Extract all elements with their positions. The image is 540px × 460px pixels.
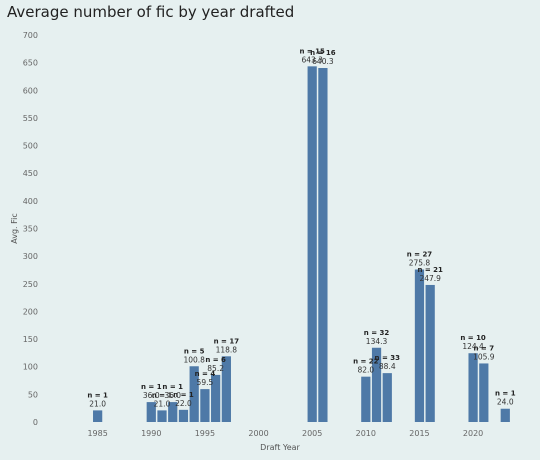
x-tick-label: 2005: [302, 429, 322, 438]
x-tick-label: 2020: [463, 429, 483, 438]
bar-value-label: 118.8: [216, 345, 238, 354]
bar[interactable]: [468, 353, 478, 422]
bar[interactable]: [371, 347, 382, 422]
bar-value-label: 36.0: [164, 391, 181, 400]
bar-value-label: 36.0: [143, 391, 160, 400]
y-tick-label: 700: [23, 31, 38, 40]
x-tick-label: 2000: [248, 429, 268, 438]
bar-count-label: n = 33: [375, 354, 401, 362]
bar-count-label: n = 17: [214, 337, 240, 345]
y-tick-label: 100: [23, 363, 38, 372]
bar-value-label: 640.3: [312, 57, 334, 66]
bar-value-label: 247.9: [419, 274, 441, 283]
bar-count-label: n = 15: [299, 47, 325, 55]
x-tick-label: 2015: [409, 429, 429, 438]
chart-title: Average number of fic by year drafted: [7, 3, 295, 21]
y-tick-label: 0: [33, 418, 38, 427]
bar[interactable]: [318, 68, 328, 423]
bar-value-label: 643.3: [301, 55, 323, 64]
y-tick-label: 450: [23, 169, 38, 178]
bar[interactable]: [307, 66, 317, 423]
bar-count-label: n = 1: [152, 391, 173, 399]
y-tick-label: 50: [28, 390, 38, 399]
bar-count-label: n = 7: [474, 344, 495, 352]
bar-value-label: 105.9: [473, 352, 495, 361]
y-tick-label: 350: [23, 225, 38, 234]
bar-value-label: 59.5: [197, 378, 214, 387]
bar[interactable]: [157, 410, 167, 422]
bar-value-label: 24.0: [497, 398, 514, 407]
bar-value-label: 88.4: [379, 362, 396, 371]
bar-value-label: 21.0: [154, 399, 171, 408]
bar[interactable]: [221, 356, 231, 422]
bar-count-label: n = 1: [495, 390, 516, 398]
bar-count-label: n = 1: [162, 383, 183, 391]
y-tick-label: 600: [23, 86, 38, 95]
bar[interactable]: [211, 374, 221, 422]
x-axis-label: Draft Year: [260, 443, 300, 452]
bar[interactable]: [382, 373, 392, 422]
x-tick-label: 2010: [356, 429, 376, 438]
x-tick-label: 1990: [141, 429, 161, 438]
bar-count-label: n = 21: [417, 266, 443, 274]
bar[interactable]: [146, 402, 156, 422]
y-tick-label: 150: [23, 335, 38, 344]
bar-value-label: 22.0: [175, 399, 192, 408]
bar-value-label: 124.4: [462, 342, 484, 351]
bar[interactable]: [479, 363, 489, 422]
bar[interactable]: [425, 284, 435, 422]
bar-value-label: 21.0: [89, 399, 106, 408]
bar-value-label: 134.3: [366, 337, 388, 346]
bar[interactable]: [361, 376, 371, 422]
bar-value-label: 275.8: [409, 259, 431, 268]
bar-count-label: n = 16: [310, 49, 336, 57]
bar-count-label: n = 10: [460, 334, 486, 342]
bar-count-label: n = 27: [407, 251, 433, 259]
bar-labels-group: 21.0n = 1 36.0n = 121.0n = 136.0n = 122.0…: [87, 47, 515, 408]
bar[interactable]: [168, 402, 178, 422]
bar-count-label: n = 1: [141, 383, 162, 391]
bar[interactable]: [500, 408, 510, 422]
bar-value-label: 100.8: [183, 355, 205, 364]
bars-group: [93, 66, 510, 423]
x-tick-label: 1995: [195, 429, 215, 438]
bar[interactable]: [178, 409, 189, 422]
bar[interactable]: [93, 410, 103, 422]
bar[interactable]: [200, 389, 210, 422]
x-axis: 1985 1990 1995 2000 2005 2010 2015 2020: [87, 429, 483, 438]
bar-value-label: 85.2: [207, 364, 224, 373]
bar-count-label: n = 1: [173, 391, 194, 399]
y-tick-label: 200: [23, 307, 38, 316]
bar-count-label: n = 5: [184, 347, 205, 355]
y-axis-label: Avg. Fic: [10, 213, 19, 244]
y-tick-label: 300: [23, 252, 38, 261]
y-tick-label: 250: [23, 280, 38, 289]
bar[interactable]: [414, 269, 425, 422]
bar-count-label: n = 32: [364, 329, 390, 337]
y-tick-label: 400: [23, 197, 38, 206]
bar[interactable]: [189, 366, 199, 422]
y-tick-label: 500: [23, 142, 38, 151]
bar-value-label: 82.0: [357, 366, 374, 375]
bar-count-label: n = 6: [205, 356, 226, 364]
y-tick-label: 550: [23, 114, 38, 123]
y-tick-label: 650: [23, 59, 38, 68]
bar-count-label: n = 4: [195, 370, 216, 378]
x-tick-label: 1985: [87, 429, 107, 438]
bar-count-label: n = 22: [353, 358, 379, 366]
bar-count-label: n = 1: [87, 391, 108, 399]
y-axis: 0 50 100 150 200 250 300 350 400 450 500 550 600 650 7…: [23, 31, 38, 427]
